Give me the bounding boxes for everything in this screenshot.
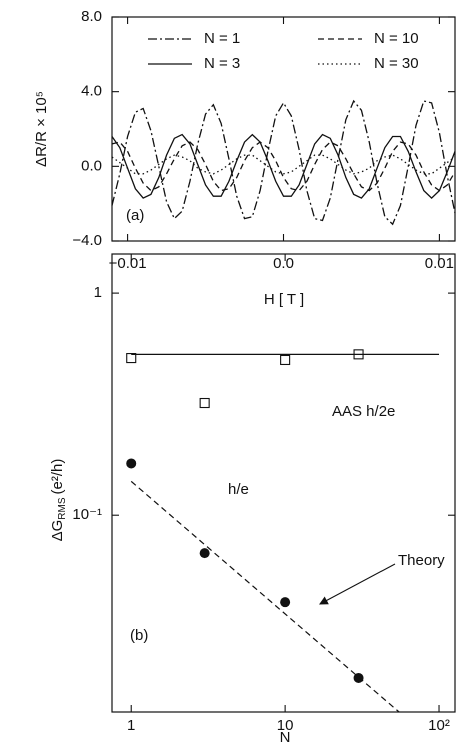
data-line xyxy=(111,99,456,226)
legend-label: N = 1 xyxy=(204,30,240,47)
x-axis-label: H [ T ] xyxy=(264,291,304,308)
x-axis-label: N xyxy=(280,729,291,746)
plot-frame xyxy=(111,253,456,713)
data-line xyxy=(111,154,456,175)
panel-label: (a) xyxy=(126,207,144,224)
marker xyxy=(280,354,291,366)
legend-label: N = 10 xyxy=(374,30,419,47)
marker xyxy=(280,597,291,608)
plot-frame xyxy=(111,16,456,242)
series-label: Theory xyxy=(398,552,445,569)
marker xyxy=(199,397,210,409)
series-label: h/e xyxy=(228,481,249,498)
panel-label: (b) xyxy=(130,627,148,644)
x-tick-label: −0.01 xyxy=(109,255,147,272)
x-tick-label: 0.01 xyxy=(425,255,454,272)
marker xyxy=(199,548,210,559)
y-tick-label: 4.0 xyxy=(81,83,102,100)
legend-label: N = 3 xyxy=(204,55,240,72)
x-tick-label: 10 xyxy=(277,717,294,734)
marker xyxy=(126,353,137,364)
y-label-unit: (e²/h) xyxy=(49,459,66,495)
annotation-arrow xyxy=(319,563,396,605)
x-tick-label: 0.0 xyxy=(273,255,294,272)
data-line xyxy=(130,480,400,713)
y-axis-label: ΔGRMS (e²/h) xyxy=(49,459,68,542)
x-tick-label: 1 xyxy=(127,717,135,734)
y-label-main: ΔG xyxy=(49,520,66,542)
y-tick-label: 8.0 xyxy=(81,8,102,25)
series-label: AAS h/2e xyxy=(332,403,395,420)
legend-label: N = 30 xyxy=(374,55,419,72)
y-tick-label: −4.0 xyxy=(72,232,102,249)
y-tick-label: 0.0 xyxy=(81,157,102,174)
marker xyxy=(126,458,137,469)
data-line xyxy=(111,133,456,199)
y-label-sub: RMS xyxy=(57,497,68,520)
x-tick-label: 10² xyxy=(428,717,450,734)
y-tick-label: 10⁻¹ xyxy=(72,506,102,523)
y-axis-label: ΔR/R × 10⁵ xyxy=(33,91,50,167)
data-line xyxy=(111,141,456,192)
marker xyxy=(353,672,364,683)
y-tick-label: 1 xyxy=(94,284,102,301)
